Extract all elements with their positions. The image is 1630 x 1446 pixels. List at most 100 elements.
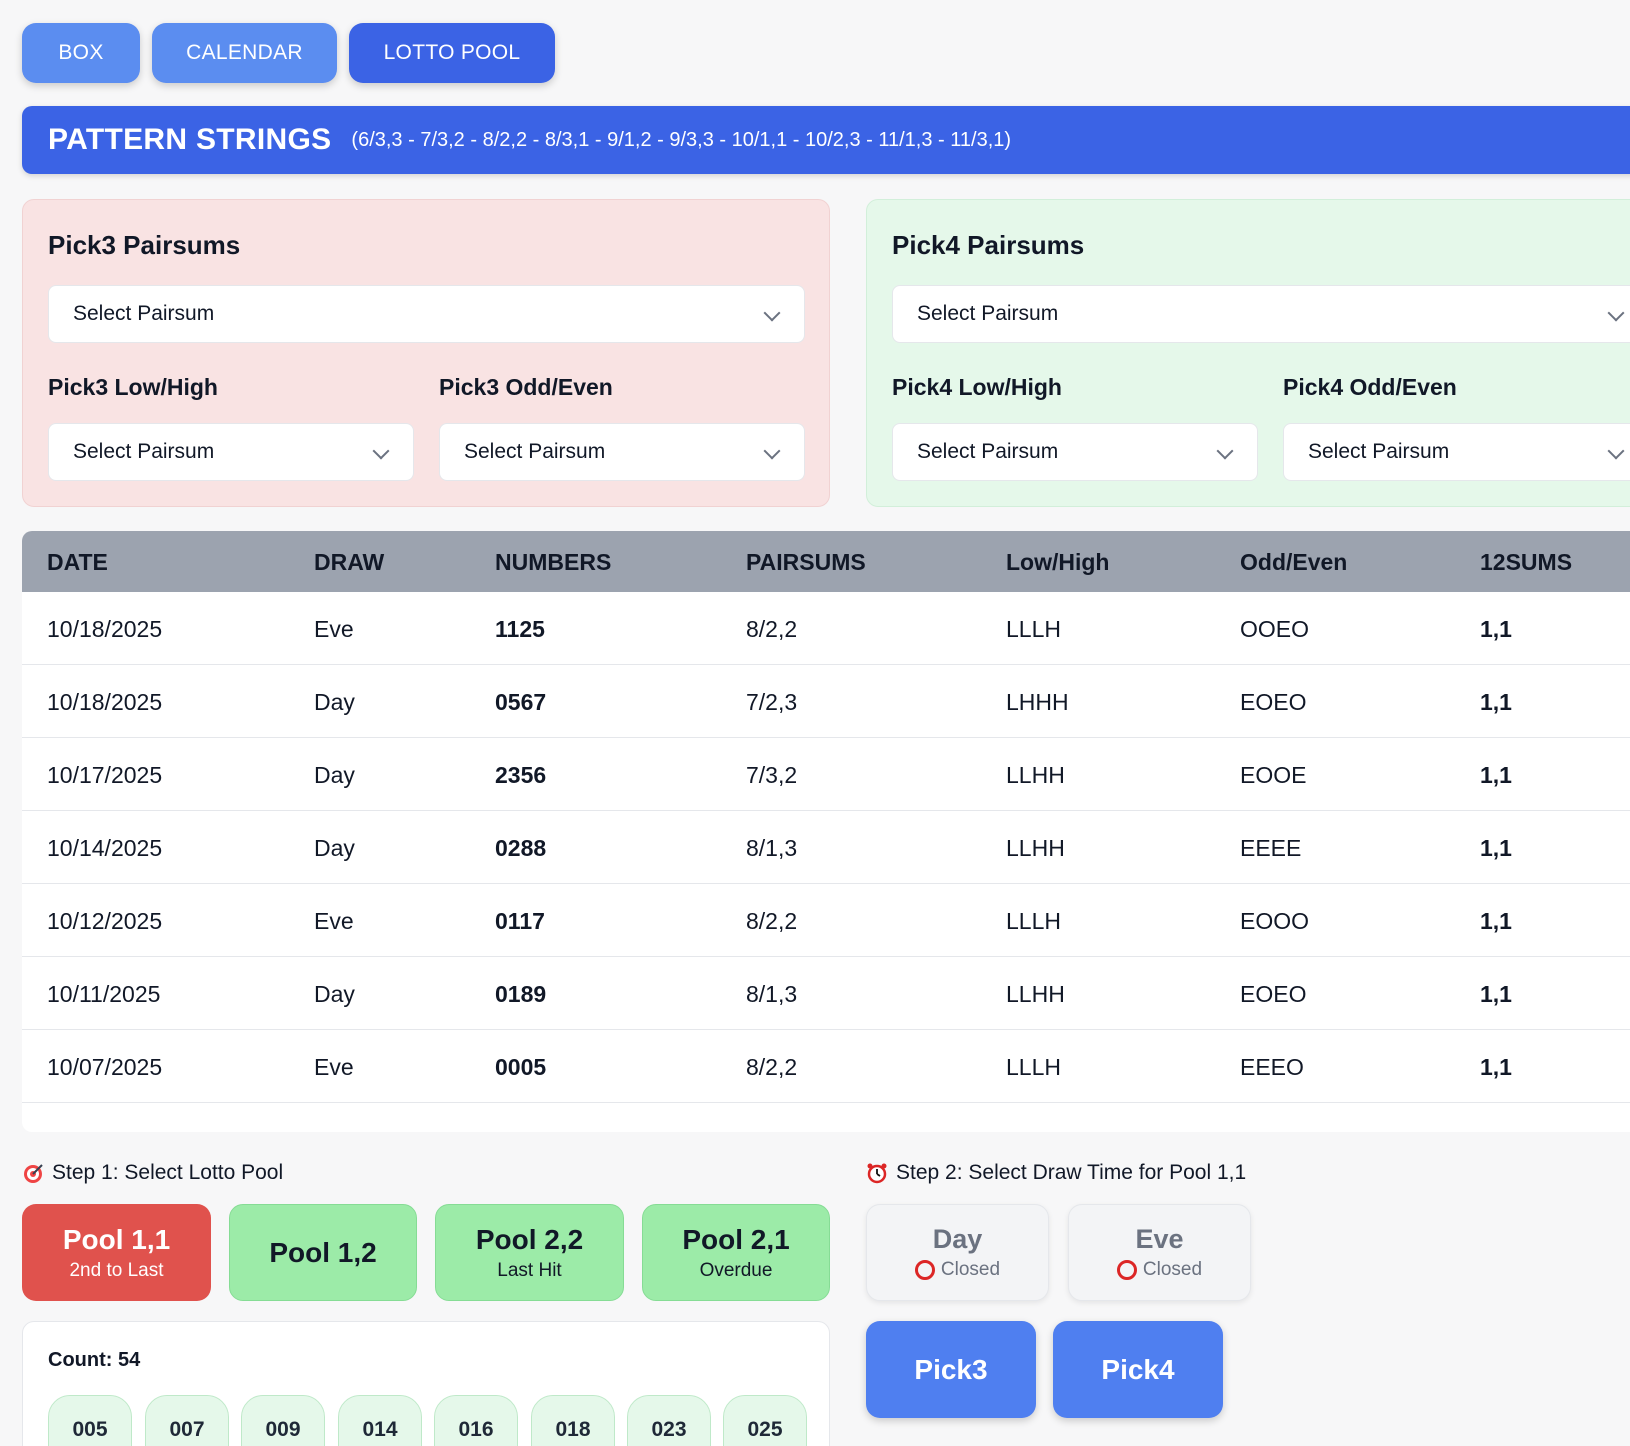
pool-subtitle: Last Hit <box>497 1259 562 1281</box>
table-row[interactable]: 10/17/2025 Day 2356 7/3,2 LLHH EOOE 1,1 <box>22 738 1630 811</box>
cell-numbers: 0117 <box>495 908 545 934</box>
draw-time-status: Closed <box>914 1259 1001 1281</box>
number-chip[interactable]: 016 <box>434 1395 518 1446</box>
draw-time-status: Closed <box>1116 1259 1203 1281</box>
cell-date: 10/07/2025 <box>47 1054 163 1080</box>
pick3-lowhigh-select[interactable]: Select Pairsum <box>48 423 414 481</box>
tab-calendar[interactable]: CALENDAR <box>152 23 337 83</box>
pool-1-1-button[interactable]: Pool 1,1 2nd to Last <box>22 1204 211 1301</box>
table-row[interactable]: 10/11/2025 Day 0189 8/1,3 LLHH EOEO 1,1 <box>22 957 1630 1030</box>
table-row[interactable]: 10/18/2025 Day 0567 7/2,3 LHHH EOEO 1,1 <box>22 665 1630 738</box>
chevron-down-icon <box>763 442 781 460</box>
table-row[interactable]: 10/07/2025 Eve 0005 8/2,2 LLLH EEEO 1,1 <box>22 1030 1630 1103</box>
cell-pairsums: 8/2,2 <box>746 908 798 934</box>
pick3-panel: Pick3 Pairsums Select Pairsum Pick3 Low/… <box>22 199 830 507</box>
cell-lowhigh: LLLH <box>1006 616 1061 642</box>
cell-12sums: 1,1 <box>1480 981 1512 1007</box>
cell-numbers: 0288 <box>495 835 547 861</box>
pick4-title: Pick4 Pairsums <box>892 230 1085 260</box>
col-lowhigh: Low/High <box>1006 549 1110 575</box>
tab-box[interactable]: BOX <box>22 23 140 83</box>
cell-oddeven: EOOE <box>1240 762 1307 788</box>
chevron-down-icon <box>372 442 390 460</box>
pool-numbers-box: Count: 54 005 007 009 014 016 018 023 02… <box>22 1321 830 1446</box>
cell-oddeven: EOEO <box>1240 981 1307 1007</box>
col-date: DATE <box>47 549 108 575</box>
pick4-oddeven-select[interactable]: Select Pairsum <box>1283 423 1630 481</box>
pick4-button[interactable]: Pick4 <box>1053 1321 1223 1418</box>
cell-pairsums: 8/2,2 <box>746 1054 798 1080</box>
pick3-button[interactable]: Pick3 <box>866 1321 1036 1418</box>
cell-draw: Eve <box>314 616 354 642</box>
cell-numbers: 0189 <box>495 981 547 1007</box>
pick3-oddeven-select[interactable]: Select Pairsum <box>439 423 805 481</box>
pick3-lowhigh-label: Pick3 Low/High <box>48 374 218 400</box>
number-chip[interactable]: 005 <box>48 1395 132 1446</box>
closed-circle-icon <box>1116 1260 1137 1280</box>
step1-text: Step 1: Select Lotto Pool <box>52 1161 284 1184</box>
number-chip[interactable]: 018 <box>531 1395 615 1446</box>
cell-oddeven: EOEO <box>1240 689 1307 715</box>
tab-lotto-pool[interactable]: LOTTO POOL <box>349 23 555 83</box>
cell-oddeven: EEEO <box>1240 1054 1304 1080</box>
table-header: DATE DRAW NUMBERS PAIRSUMS Low/High Odd/… <box>22 531 1630 592</box>
number-chip[interactable]: 023 <box>627 1395 711 1446</box>
pool-2-1-button[interactable]: Pool 2,1 Overdue <box>642 1204 830 1301</box>
table-row[interactable]: 10/18/2025 Eve 1125 8/2,2 LLLH OOEO 1,1 <box>22 592 1630 665</box>
pick4-oddeven-label: Pick4 Odd/Even <box>1283 374 1457 400</box>
table-row[interactable]: 10/14/2025 Day 0288 8/1,3 LLHH EEEE 1,1 <box>22 811 1630 884</box>
col-oddeven: Odd/Even <box>1240 549 1348 575</box>
select-value: Select Pairsum <box>917 440 1059 463</box>
cell-date: 10/18/2025 <box>47 689 163 715</box>
pick4-lowhigh-label: Pick4 Low/High <box>892 374 1062 400</box>
draw-history-table[interactable]: DATE DRAW NUMBERS PAIRSUMS Low/High Odd/… <box>22 531 1630 1132</box>
cell-lowhigh: LLLH <box>1006 1054 1061 1080</box>
number-chip[interactable]: 009 <box>241 1395 325 1446</box>
select-value: Select Pairsum <box>1308 440 1450 463</box>
banner-patterns: (6/3,3 - 7/3,2 - 8/2,2 - 8/3,1 - 9/1,2 -… <box>351 128 1012 151</box>
cell-oddeven: EEEE <box>1240 835 1302 861</box>
draw-time-eve-button[interactable]: Eve Closed <box>1068 1204 1251 1301</box>
cell-pairsums: 7/2,3 <box>746 689 798 715</box>
cell-numbers: 1125 <box>495 616 545 642</box>
cell-lowhigh: LLLH <box>1006 908 1061 934</box>
pick4-lowhigh-select[interactable]: Select Pairsum <box>892 423 1258 481</box>
cell-pairsums: 7/3,2 <box>746 762 798 788</box>
pool-subtitle: Overdue <box>699 1259 773 1281</box>
cell-12sums: 1,1 <box>1480 1054 1512 1080</box>
draw-time-day-button[interactable]: Day Closed <box>866 1204 1049 1301</box>
number-chip[interactable]: 014 <box>338 1395 422 1446</box>
pick4-pairsum-select[interactable]: Select Pairsum <box>892 285 1630 343</box>
cell-date: 10/18/2025 <box>47 616 163 642</box>
number-chip[interactable]: 007 <box>145 1395 229 1446</box>
status-text: Closed <box>940 1259 1001 1280</box>
pool-title: Pool 2,1 <box>682 1223 790 1255</box>
cell-12sums: 1,1 <box>1480 908 1512 934</box>
banner-title: PATTERN STRINGS <box>48 123 332 156</box>
cell-draw: Day <box>314 835 355 861</box>
col-draw: DRAW <box>314 549 385 575</box>
pattern-strings-banner: PATTERN STRINGS (6/3,3 - 7/3,2 - 8/2,2 -… <box>22 106 1630 174</box>
pool-1-2-button[interactable]: Pool 1,2 <box>229 1204 417 1301</box>
draw-time-title: Eve <box>1135 1224 1184 1254</box>
col-numbers: NUMBERS <box>495 549 612 575</box>
cell-pairsums: 8/1,3 <box>746 981 798 1007</box>
cell-numbers: 0567 <box>495 689 547 715</box>
select-value: Select Pairsum <box>464 440 606 463</box>
pick3-pairsum-select[interactable]: Select Pairsum <box>48 285 805 343</box>
table-row[interactable]: 10/12/2025 Eve 0117 8/2,2 LLLH EOOO 1,1 <box>22 884 1630 957</box>
chevron-down-icon <box>1216 442 1234 460</box>
number-chip[interactable]: 025 <box>723 1395 807 1446</box>
cell-date: 10/14/2025 <box>47 835 163 861</box>
cell-draw: Day <box>314 762 355 788</box>
cell-draw: Eve <box>314 908 354 934</box>
step2-label: Step 2: Select Draw Time for Pool 1,1 <box>866 1161 1246 1185</box>
pool-title: Pool 1,2 <box>269 1236 377 1268</box>
pick4-panel: Pick4 Pairsums Select Pairsum Pick4 Low/… <box>866 199 1630 507</box>
status-text: Closed <box>1142 1259 1203 1280</box>
pick3-oddeven-label: Pick3 Odd/Even <box>439 374 613 400</box>
cell-date: 10/11/2025 <box>47 981 161 1007</box>
cell-pairsums: 8/2,2 <box>746 616 798 642</box>
cell-lowhigh: LLHH <box>1006 981 1065 1007</box>
pool-2-2-button[interactable]: Pool 2,2 Last Hit <box>435 1204 624 1301</box>
